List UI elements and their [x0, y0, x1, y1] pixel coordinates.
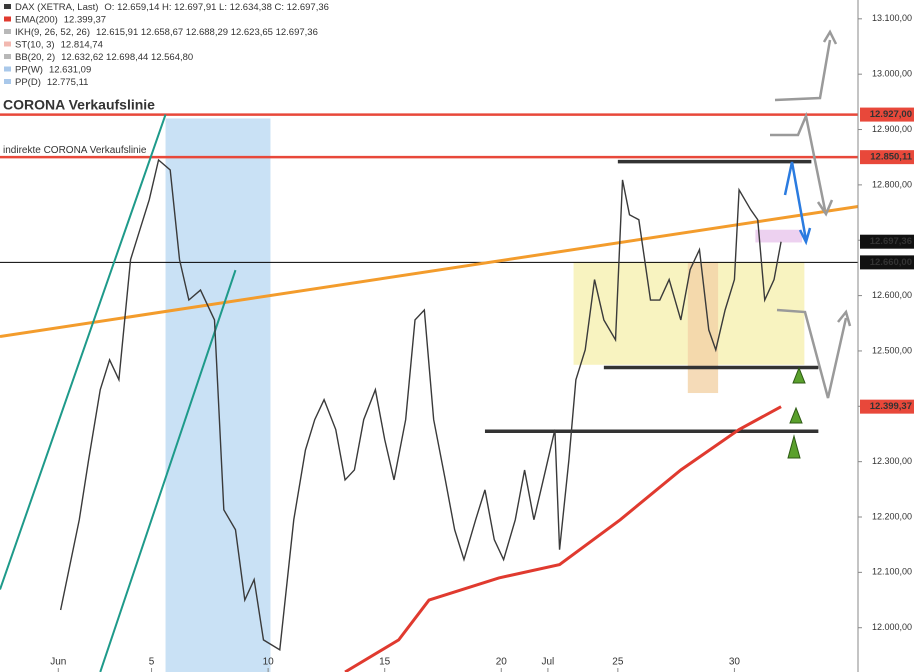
- legend-values: 12.814,74: [61, 39, 103, 50]
- y-tick-label: 13.000,00: [872, 69, 912, 79]
- legend-label: IKH(9, 26, 52, 26) 12.615,91 12.658,67 12…: [15, 27, 318, 38]
- legend-values: O: 12.659,14 H: 12.697,91 L: 12.634,38 C…: [104, 2, 328, 13]
- price-label-box: [860, 399, 914, 414]
- line-label: indirekte CORONA Verkaufslinie: [3, 145, 147, 156]
- gray-arrow: [774, 39, 832, 102]
- zones: [165, 118, 805, 672]
- legend: DAX (XETRA, Last) O: 12.659,14 H: 12.697,…: [4, 2, 329, 88]
- y-tick-label: 12.900,00: [872, 124, 912, 134]
- triangle: [787, 434, 801, 459]
- price-label-box: [860, 150, 914, 165]
- legend-swatch: [4, 16, 11, 22]
- legend-label: EMA(200) 12.399,37: [15, 14, 106, 25]
- legend-name: DAX (XETRA, Last): [15, 2, 98, 13]
- legend-swatch: [4, 79, 11, 84]
- trendline: [0, 204, 859, 339]
- legend-name: EMA(200): [15, 14, 58, 25]
- legend-label: PP(D) 12.775,11: [15, 77, 88, 88]
- gray-arrowhead: [816, 199, 834, 217]
- legend-values: 12.615,91 12.658,67 12.688,29 12.623,65 …: [96, 27, 318, 38]
- legend-label: DAX (XETRA, Last) O: 12.659,14 H: 12.697,…: [15, 2, 329, 13]
- y-tick-label: 12.800,00: [872, 179, 912, 189]
- y-axis: 12.000,0012.100,0012.200,0012.300,0012.4…: [50, 0, 916, 672]
- legend-swatch: [4, 29, 11, 34]
- legend-name: ST(10, 3): [15, 39, 55, 50]
- legend-values: 12.399,37: [64, 14, 106, 25]
- arrows: [770, 29, 852, 399]
- legend-values: 12.632,62 12.698,44 12.564,80: [61, 52, 193, 63]
- x-tick-label: Jun: [50, 657, 66, 668]
- legend-label: BB(20, 2) 12.632,62 12.698,44 12.564,80: [15, 52, 193, 63]
- x-tick-label: 5: [149, 657, 155, 668]
- legend-name: PP(D): [15, 77, 41, 88]
- x-tick-label: 15: [379, 657, 391, 668]
- legend-swatch: [4, 41, 11, 47]
- y-tick-label: 12.500,00: [872, 345, 912, 355]
- price-line: [59, 158, 782, 652]
- price-label: 12.850,11: [870, 152, 912, 163]
- y-tick-label: 12.600,00: [872, 290, 912, 300]
- price-label: 12.660,00: [870, 257, 912, 268]
- y-tick-label: 12.000,00: [872, 622, 912, 632]
- triangle: [792, 366, 806, 384]
- price-label-box: [860, 107, 914, 122]
- gray-arrowhead: [837, 309, 852, 327]
- legend-swatch: [4, 66, 11, 72]
- x-tick-label: 20: [496, 657, 508, 668]
- price-label: 12.697,36: [870, 236, 912, 247]
- legend-name: BB(20, 2): [15, 52, 55, 63]
- triangle: [789, 406, 803, 424]
- price-line: [344, 405, 782, 672]
- trendline: [0, 114, 167, 590]
- legend-values: 12.775,11: [47, 77, 89, 88]
- gray-arrowhead: [822, 29, 838, 45]
- y-tick-label: 12.200,00: [872, 511, 912, 521]
- y-tick-label: 13.100,00: [872, 13, 912, 23]
- x-tick-label: 30: [729, 657, 741, 668]
- legend-name: IKH(9, 26, 52, 26): [15, 27, 90, 38]
- blue-arrow: [783, 161, 808, 241]
- legend-name: PP(W): [15, 64, 43, 75]
- price-label-box: [860, 234, 914, 249]
- legend-values: 12.631,09: [49, 64, 91, 75]
- legend-swatch: [4, 4, 11, 9]
- y-tick-label: 12.300,00: [872, 456, 912, 466]
- line-label: CORONA Verkaufslinie: [3, 96, 155, 112]
- x-tick-label: 25: [612, 657, 624, 668]
- zone: [755, 229, 803, 243]
- triangles: [787, 366, 806, 459]
- legend-swatch: [4, 54, 11, 59]
- gray-arrow: [770, 111, 827, 211]
- price-label: 12.927,00: [870, 109, 912, 120]
- legend-label: PP(W) 12.631,09: [15, 64, 91, 75]
- trendline: [99, 269, 237, 672]
- lines: CORONA Verkaufslinie indirekte CORONA Ver…: [0, 96, 859, 672]
- gray-arrow: [776, 308, 848, 399]
- y-tick-label: 12.100,00: [872, 567, 912, 577]
- legend-label: ST(10, 3) 12.814,74: [15, 39, 103, 50]
- x-tick-label: 10: [263, 657, 275, 668]
- x-tick-label: Jul: [542, 657, 555, 668]
- price-label: 12.399,37: [870, 401, 912, 412]
- blue-arrowhead: [798, 227, 812, 246]
- price-label-box: [860, 255, 914, 270]
